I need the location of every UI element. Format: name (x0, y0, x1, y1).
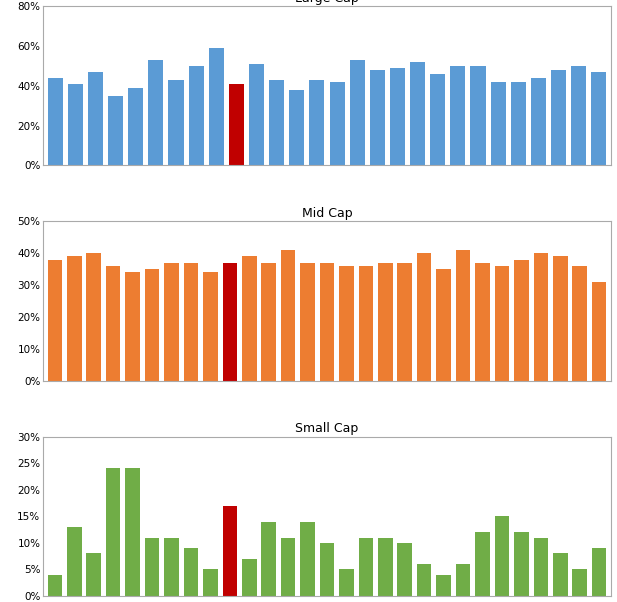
Bar (320, 543, 334, 596)
Bar (145, 538, 159, 596)
Bar (358, 266, 373, 380)
Bar (378, 538, 392, 596)
Bar (148, 60, 164, 166)
Bar (417, 253, 431, 380)
Bar (551, 70, 566, 166)
Bar (397, 262, 412, 380)
Bar (390, 68, 405, 166)
Bar (592, 548, 607, 596)
Bar (370, 70, 385, 166)
Title: Small Cap: Small Cap (296, 423, 358, 435)
Bar (209, 48, 224, 166)
Bar (573, 569, 587, 596)
Bar (339, 266, 354, 380)
Bar (249, 64, 264, 166)
Bar (430, 74, 445, 166)
Bar (592, 282, 607, 380)
Bar (495, 517, 509, 596)
Bar (591, 72, 607, 166)
Bar (531, 78, 546, 166)
Bar (436, 575, 451, 596)
Bar (397, 543, 412, 596)
Bar (145, 269, 159, 380)
Bar (378, 262, 392, 380)
Bar (281, 538, 296, 596)
Bar (339, 569, 354, 596)
Bar (534, 538, 548, 596)
Bar (309, 79, 325, 166)
Bar (203, 272, 218, 380)
Bar (223, 262, 237, 380)
Bar (223, 506, 237, 596)
Bar (571, 66, 586, 166)
Bar (573, 266, 587, 380)
Bar (242, 559, 257, 596)
Bar (48, 259, 62, 380)
Bar (300, 521, 315, 596)
Bar (320, 262, 334, 380)
Bar (168, 79, 184, 166)
Bar (88, 72, 103, 166)
Bar (475, 262, 490, 380)
Bar (436, 269, 451, 380)
Bar (108, 96, 123, 166)
Bar (350, 60, 365, 166)
Bar (475, 532, 490, 596)
Title: Mid Cap: Mid Cap (302, 207, 352, 220)
Bar (553, 256, 568, 380)
Bar (262, 262, 276, 380)
Bar (128, 88, 143, 166)
Bar (189, 66, 204, 166)
Bar (106, 468, 120, 596)
Bar (511, 82, 526, 166)
Bar (125, 272, 140, 380)
Bar (229, 84, 244, 166)
Bar (553, 553, 568, 596)
Bar (491, 82, 506, 166)
Bar (450, 66, 465, 166)
Bar (164, 262, 179, 380)
Bar (300, 262, 315, 380)
Bar (184, 548, 198, 596)
Bar (242, 256, 257, 380)
Bar (281, 250, 296, 380)
Title: Large Cap: Large Cap (295, 0, 359, 5)
Bar (456, 250, 470, 380)
Bar (534, 253, 548, 380)
Bar (48, 575, 62, 596)
Bar (164, 538, 179, 596)
Bar (86, 253, 101, 380)
Bar (67, 527, 81, 596)
Bar (417, 564, 431, 596)
Bar (68, 84, 83, 166)
Bar (358, 538, 373, 596)
Bar (495, 266, 509, 380)
Bar (289, 90, 304, 166)
Bar (514, 532, 529, 596)
Bar (184, 262, 198, 380)
Bar (106, 266, 120, 380)
Bar (67, 256, 81, 380)
Bar (329, 82, 345, 166)
Bar (262, 521, 276, 596)
Bar (125, 468, 140, 596)
Bar (86, 553, 101, 596)
Bar (48, 78, 63, 166)
Bar (269, 79, 284, 166)
Bar (514, 259, 529, 380)
Bar (456, 564, 470, 596)
Bar (410, 62, 425, 166)
Bar (203, 569, 218, 596)
Bar (470, 66, 486, 166)
